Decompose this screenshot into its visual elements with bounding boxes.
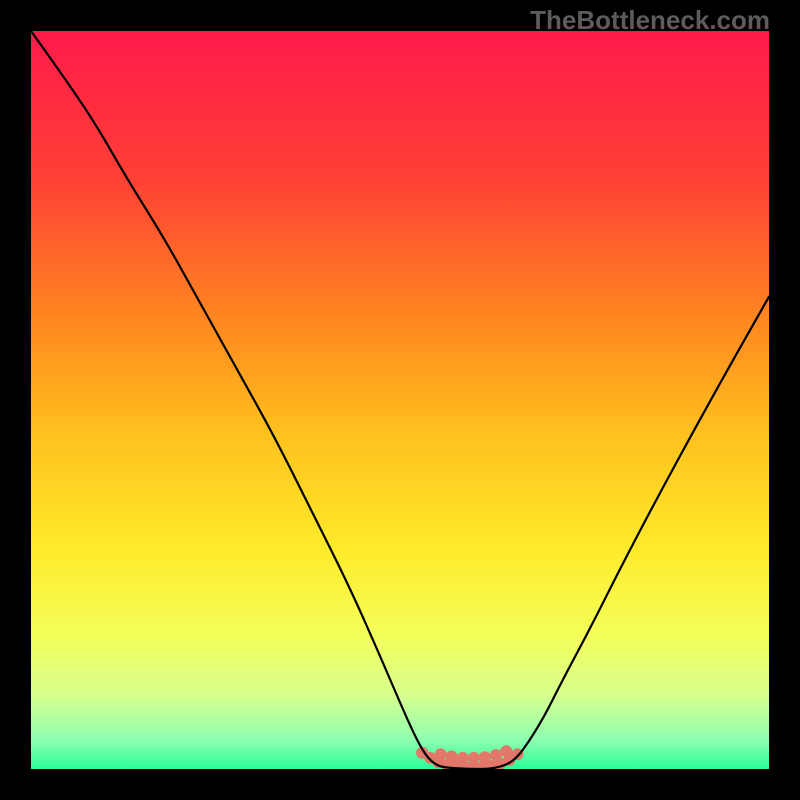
chart-frame: TheBottleneck.com — [0, 0, 800, 800]
watermark-text: TheBottleneck.com — [530, 5, 770, 36]
bottleneck-chart — [31, 31, 769, 769]
gradient-background — [31, 31, 769, 769]
